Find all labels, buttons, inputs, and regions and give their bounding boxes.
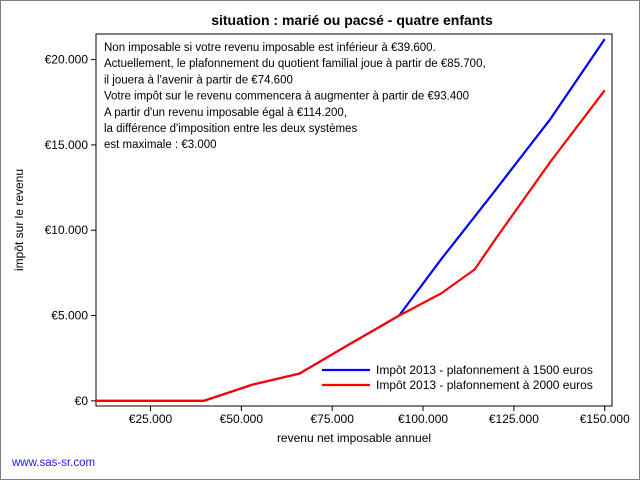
x-tick-label: €100.000 (398, 412, 448, 426)
annotation-line: A partir d'un revenu imposable égal à €1… (104, 107, 347, 119)
annotation-line: Non imposable si votre revenu imposable … (104, 42, 436, 54)
y-axis-title: impôt sur le revenu (12, 169, 26, 271)
annotation-line: il jouera à l'avenir à partir de €74.600 (104, 74, 293, 86)
footer-link[interactable]: www.sas-sr.com (11, 457, 95, 469)
x-axis-title: revenu net imposable annuel (277, 431, 431, 445)
y-axis: €0 €5.000 €10.000 €15.000 €20.000 (45, 53, 96, 408)
y-tick-label: €0 (75, 394, 89, 408)
legend-label: Impôt 2013 - plafonnement à 2000 euros (376, 378, 593, 392)
x-tick-label: €75.000 (311, 412, 355, 426)
x-tick-label: €125.000 (489, 412, 539, 426)
series-group (96, 38, 606, 402)
x-tick-label: €150.000 (580, 412, 630, 426)
plot-area (95, 33, 613, 407)
legend-label: Impôt 2013 - plafonnement à 1500 euros (376, 363, 593, 377)
y-tick-label: €20.000 (45, 53, 89, 67)
annotation-line: Actuellement, le plafonnement du quotien… (104, 58, 486, 70)
x-tick-label: €25.000 (129, 412, 173, 426)
series-line-2 (96, 89, 606, 402)
y-tick-label: €10.000 (45, 223, 89, 237)
annotation-block: Non imposable si votre revenu imposable … (104, 42, 486, 151)
x-axis: €25.000 €50.000 €75.000 €100.000 €125.000 €15… (129, 406, 630, 426)
y-tick-label: €5.000 (51, 309, 88, 323)
y-tick-label: €15.000 (45, 138, 89, 152)
chart-title: situation : marié ou pacsé - quatre enfa… (211, 12, 493, 28)
annotation-line: est maximale : €3.000 (104, 139, 217, 151)
x-tick-label: €50.000 (220, 412, 264, 426)
legend: Impôt 2013 - plafonnement à 1500 eurosIm… (322, 363, 593, 392)
annotation-line: la différence d'imposition entre les deu… (104, 123, 357, 135)
annotation-line: Votre impôt sur le revenu commencera à a… (104, 91, 469, 103)
